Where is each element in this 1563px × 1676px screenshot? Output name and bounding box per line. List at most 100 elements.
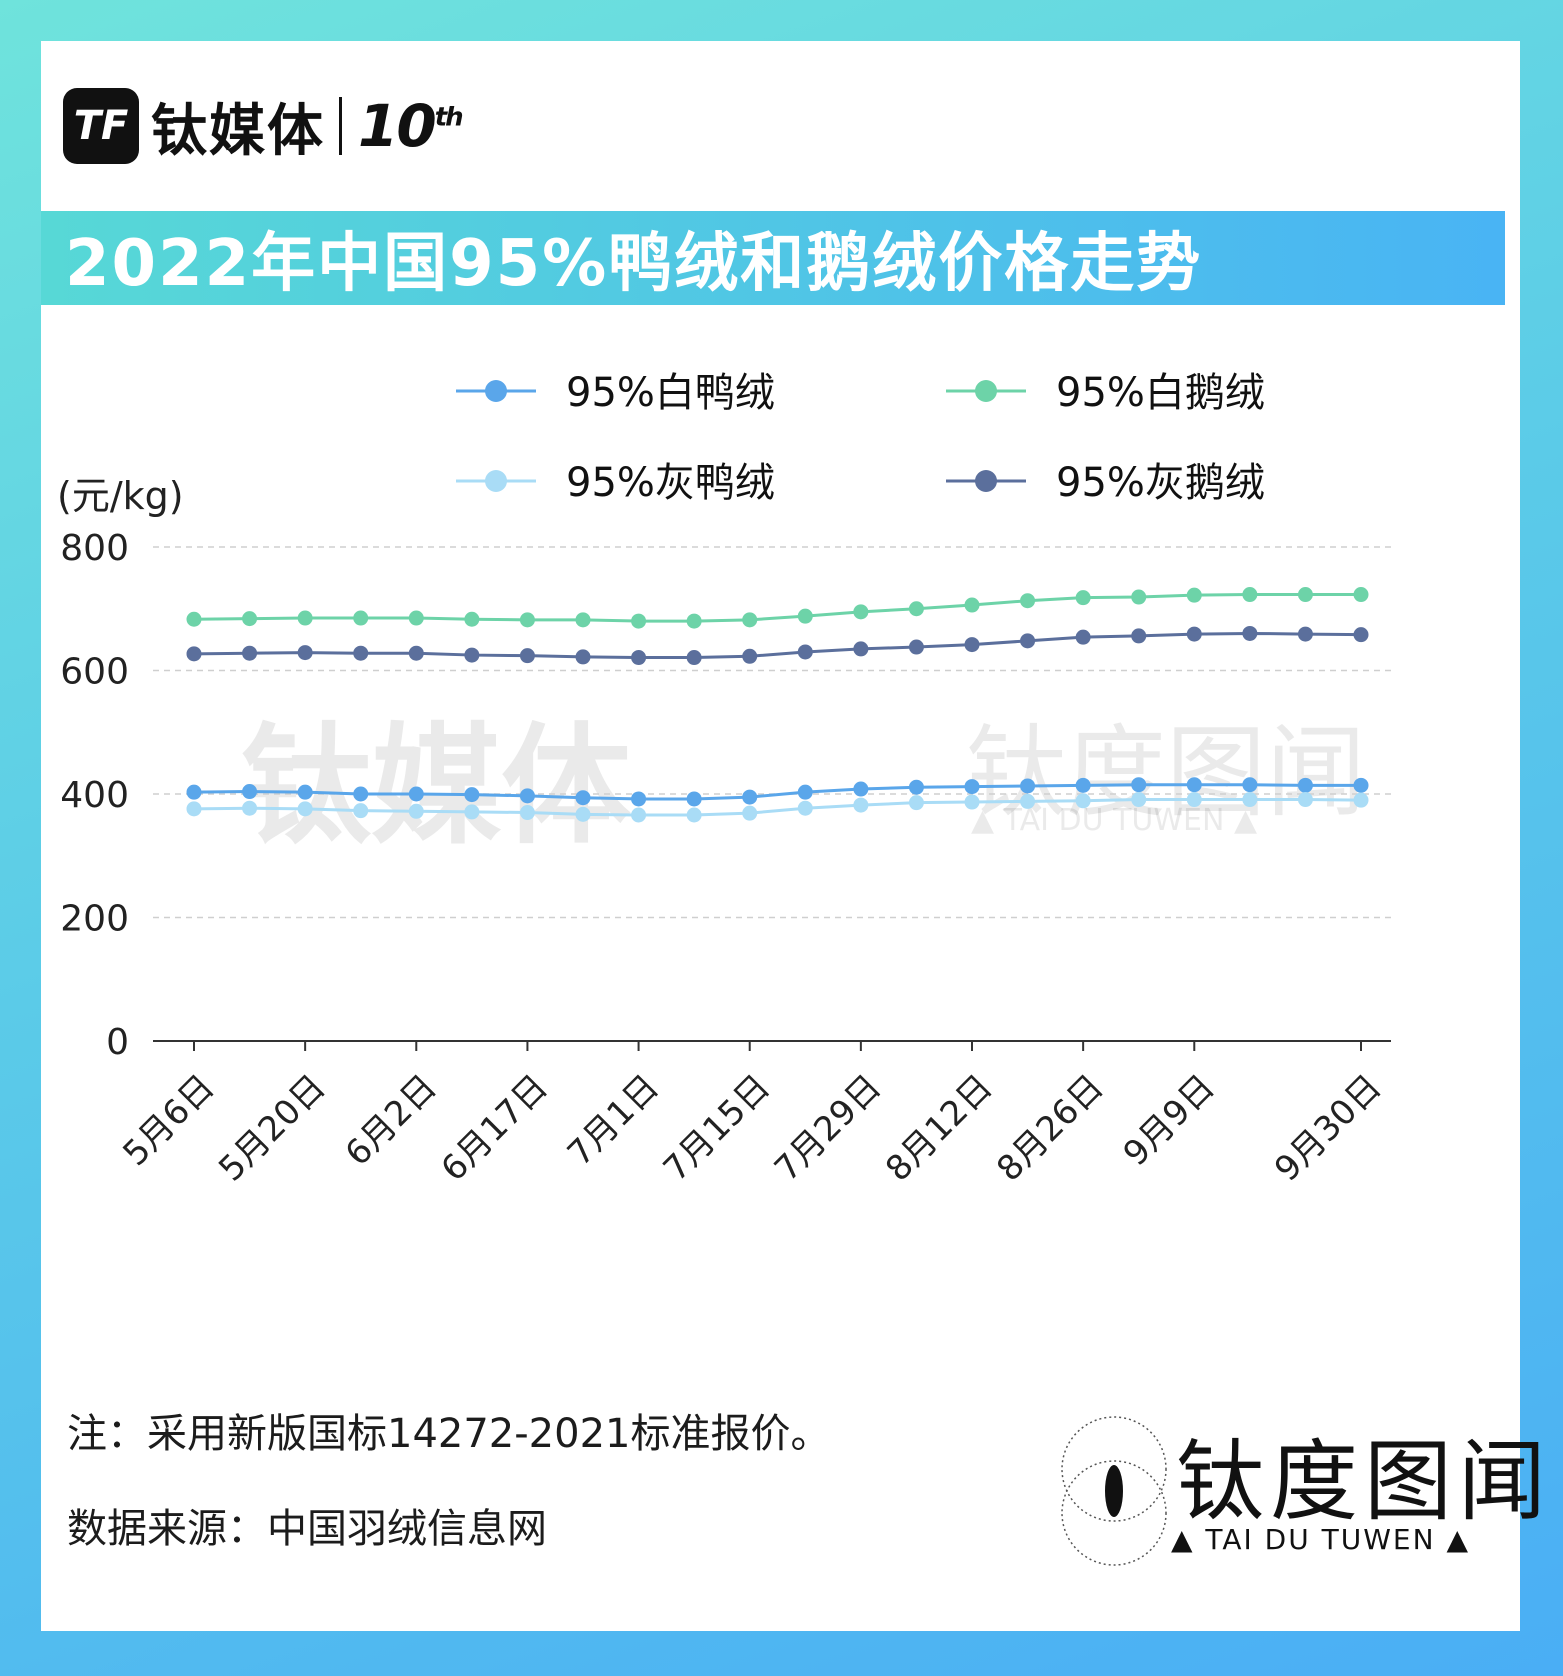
data-point [186,801,202,817]
data-point [1186,626,1202,642]
data-point [1242,792,1258,808]
data-point [242,645,258,661]
data-point [1353,627,1369,643]
data-point [1186,777,1202,793]
data-point [353,610,369,626]
y-axis-label: (元/kg) [57,474,184,518]
x-tick-label: 6月17日 [434,1067,556,1189]
data-point [242,800,258,816]
data-point [297,801,313,817]
data-point [1131,777,1147,793]
x-tick-label: 8月26日 [989,1067,1111,1189]
brand-name: 钛媒体 [151,98,325,164]
data-point [908,601,924,617]
data-point [1020,593,1036,609]
data-point [797,608,813,624]
x-tick-label: 6月2日 [338,1067,445,1174]
data-point [1242,625,1258,641]
x-tick-label: 7月1日 [560,1067,667,1174]
data-point [575,649,591,665]
data-point [908,639,924,655]
data-point [1353,792,1369,808]
data-point [575,790,591,806]
data-point [408,610,424,626]
series-line [193,593,1361,623]
data-point [631,791,647,807]
data-point [519,612,535,628]
data-point [408,786,424,802]
stamp-subtitle: ▲ TAI DU TUWEN ▲ [1171,1523,1470,1556]
data-point [575,612,591,628]
legend-label: 95%灰鹅绒 [1056,460,1265,506]
data-point [797,644,813,660]
brand-anniversary: 10th [358,92,464,160]
brand-logo-icon: TF [63,88,139,164]
x-tick-label: 5月20日 [211,1067,333,1189]
data-point [575,806,591,822]
data-point [464,804,480,820]
data-point [1131,628,1147,644]
data-point [631,807,647,823]
data-point [1186,587,1202,603]
data-point [353,803,369,819]
watermark-stamp-sub: ▲ TAI DU TUWEN ▲ [971,803,1258,838]
x-tick-label: 8月12日 [878,1067,1000,1189]
legend-marker [975,380,997,402]
data-point [353,645,369,661]
data-point [1297,587,1313,603]
data-point [686,791,702,807]
data-point [1353,777,1369,793]
x-tick-label: 9月30日 [1267,1067,1389,1189]
data-point [464,787,480,803]
data-point [1242,587,1258,603]
data-point [1297,777,1313,793]
series-line [193,631,1362,660]
data-point [797,800,813,816]
data-point [519,805,535,821]
x-tick-label: 7月29日 [767,1067,889,1189]
data-point [186,646,202,662]
stamp-name: 钛度图闻 [1176,1430,1553,1533]
legend-label: 95%白鸭绒 [566,370,775,416]
y-tick-label: 600 [60,652,129,693]
data-point [1075,793,1091,809]
data-point [1242,777,1258,793]
data-point [853,781,869,797]
data-point [908,779,924,795]
x-tick-label: 7月15日 [656,1067,778,1189]
data-point [1020,633,1036,649]
brand-divider [339,97,342,155]
card: TF 钛媒体 10th 2022年中国95%鸭绒和鹅绒价格走势 钛媒体 钛度图闻… [41,41,1546,1631]
data-point [1297,626,1313,642]
footnote-note: 注：采用新版国标14272-2021标准报价。 [67,1411,831,1457]
data-point [1131,792,1147,808]
data-point [519,788,535,804]
data-point [853,604,869,620]
y-tick-label: 800 [60,528,129,569]
data-point [1020,793,1036,809]
data-point [742,648,758,664]
data-point [242,784,258,800]
data-point [797,784,813,800]
data-point [631,650,647,666]
stamp-logo: 钛度图闻 ▲ TAI DU TUWEN ▲ [1056,1411,1546,1571]
data-point [464,647,480,663]
data-point [742,789,758,805]
data-point [1020,778,1036,794]
title-banner: 2022年中国95%鸭绒和鹅绒价格走势 [41,211,1505,305]
data-point [742,805,758,821]
data-point [964,597,980,613]
brand-header: TF 钛媒体 10th [63,86,464,166]
y-tick-label: 0 [106,1022,129,1063]
data-point [186,784,202,800]
data-point [908,795,924,811]
data-point [853,797,869,813]
data-point [464,611,480,627]
data-point [1131,589,1147,605]
legend-marker [485,380,507,402]
legend-label: 95%灰鸭绒 [566,460,775,506]
data-point [242,611,258,627]
data-point [964,794,980,810]
data-point [1075,629,1091,645]
data-point [631,613,647,629]
